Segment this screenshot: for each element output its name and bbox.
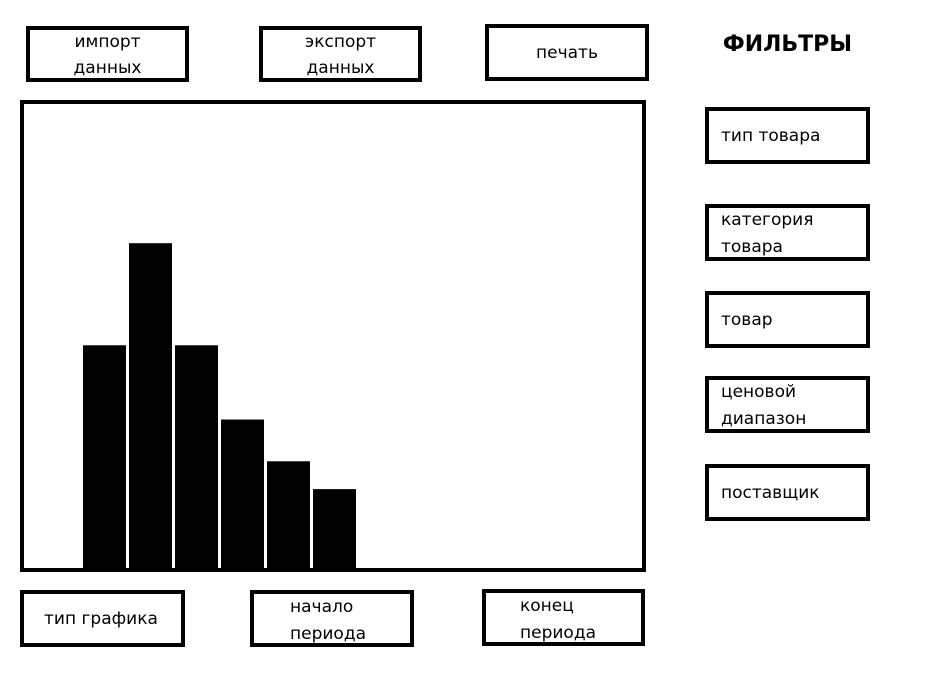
bar [221,419,264,568]
filter-button[interactable]: поставщик [705,464,870,521]
period-start-label: начало периода [290,597,366,644]
period-end-label: конец периода [520,596,596,643]
print-button[interactable]: печать [485,24,649,81]
bar [83,345,126,568]
bar [175,345,218,568]
filter-label: тип товара [721,126,821,146]
filter-label: товар [721,310,773,330]
filter-button[interactable]: товар [705,291,870,348]
export-label: экспорт данных [304,32,377,78]
bar [313,489,356,568]
period-end-button[interactable]: конец периода [482,589,645,646]
period-start-button[interactable]: начало периода [250,590,414,647]
chart [20,100,646,572]
filters-title: ФИЛЬТРЫ [722,32,853,57]
import-button[interactable]: импорт данных [26,26,189,82]
filter-label: категория товара [721,210,814,257]
import-label: импорт данных [73,32,142,78]
bar [267,461,310,568]
print-label: печать [536,43,598,63]
filter-label: ценовой диапазон [721,382,807,429]
bar [129,243,172,568]
filter-button[interactable]: ценовой диапазон [705,376,870,433]
filter-button[interactable]: категория товара [705,204,870,261]
export-button[interactable]: экспорт данных [259,26,422,82]
chart-type-button[interactable]: тип графика [20,590,185,647]
chart-type-label: тип графика [44,609,158,629]
filter-button[interactable]: тип товара [705,107,870,164]
filter-label: поставщик [721,483,820,503]
